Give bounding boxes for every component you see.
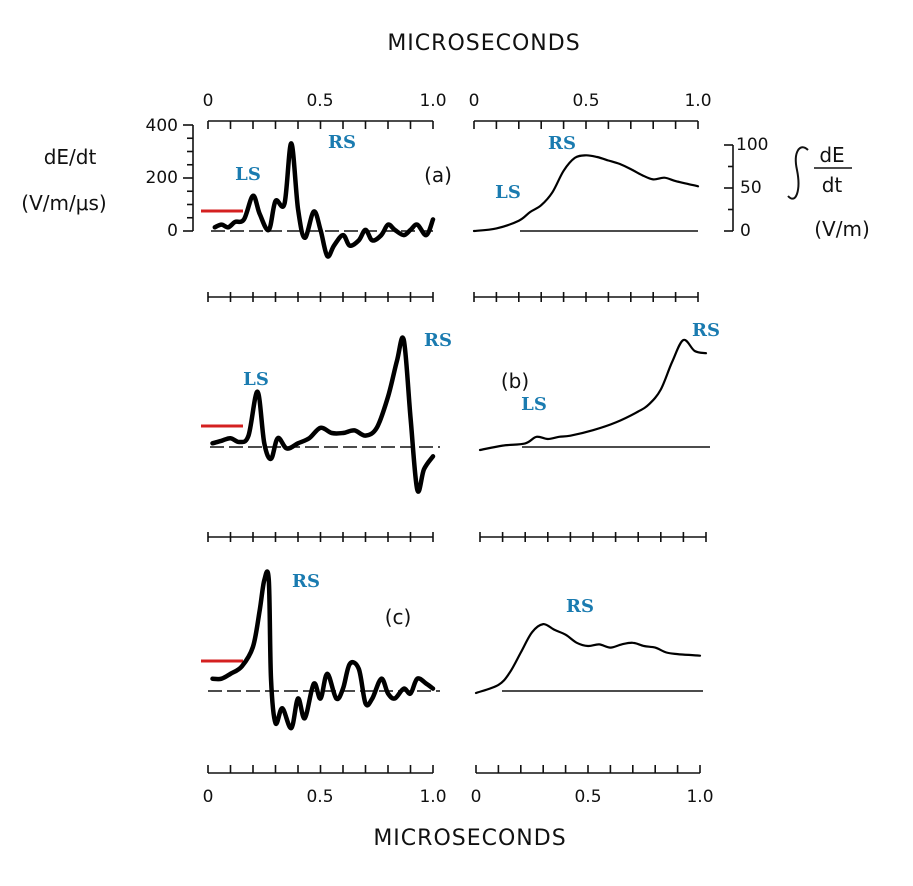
bottom-axis-title: MICROSECONDS bbox=[373, 826, 566, 851]
annotation-rs-a-left: RS bbox=[328, 132, 356, 153]
curves-layer bbox=[208, 141, 710, 731]
series-line bbox=[212, 141, 436, 259]
right-y-axis bbox=[724, 144, 734, 232]
integral-sign bbox=[787, 146, 809, 200]
top-axis-title: MICROSECONDS bbox=[387, 31, 580, 56]
series-line bbox=[210, 335, 436, 494]
annotation-rs-b-right: RS bbox=[692, 320, 720, 341]
right-ytick-0: 0 bbox=[740, 221, 751, 241]
annotation-rs-c-left: RS bbox=[292, 571, 320, 592]
series-b-integral bbox=[478, 338, 710, 452]
bottom-left-xtick-0: 0 bbox=[203, 787, 214, 807]
top-left-ruler bbox=[207, 120, 434, 129]
annotation-ls-b-right: LS bbox=[521, 394, 547, 415]
top-right-ruler bbox=[473, 120, 699, 129]
top-right-xtick-0: 0 bbox=[469, 91, 480, 111]
left-y-axis bbox=[183, 124, 194, 232]
left-ylabel-line2: (V/m/μs) bbox=[21, 191, 106, 215]
top-right-xtick-05: 0.5 bbox=[572, 91, 599, 111]
bottom-left-ruler bbox=[207, 765, 434, 774]
series-c-integral bbox=[474, 622, 703, 695]
series-a-integral bbox=[472, 154, 700, 233]
right-ylabel-unit: (V/m) bbox=[814, 217, 870, 241]
bottom-right-xtick-10: 1.0 bbox=[686, 787, 713, 807]
top-left-xtick-10: 1.0 bbox=[419, 91, 446, 111]
series-c-derivative bbox=[208, 569, 440, 731]
ruler-ab-left bbox=[207, 292, 434, 302]
top-left-xtick-0: 0 bbox=[203, 91, 214, 111]
ruler-bc-left bbox=[207, 532, 434, 542]
left-ylabel-line1: dE/dt bbox=[44, 145, 97, 169]
annotation-ls-a-right: LS bbox=[495, 182, 521, 203]
left-ytick-0: 0 bbox=[167, 221, 178, 241]
annotation-rs-c-right: RS bbox=[566, 596, 594, 617]
bottom-left-xtick-05: 0.5 bbox=[306, 787, 333, 807]
left-ytick-400: 400 bbox=[146, 116, 178, 136]
annotation-rs-a-right: RS bbox=[548, 133, 576, 154]
series-line bbox=[474, 622, 702, 695]
panel-label-a: (a) bbox=[424, 163, 452, 187]
bottom-right-xtick-0: 0 bbox=[471, 787, 482, 807]
left-ytick-200: 200 bbox=[146, 168, 178, 188]
panel-label-c: (c) bbox=[385, 605, 412, 629]
ruler-ab-right bbox=[473, 292, 699, 302]
top-left-xtick-05: 0.5 bbox=[306, 91, 333, 111]
axes-layer bbox=[183, 120, 734, 774]
series-b-derivative bbox=[210, 335, 440, 494]
annotation-ls-b-left: LS bbox=[243, 369, 269, 390]
panel-label-b: (b) bbox=[501, 369, 529, 393]
right-ytick-100: 100 bbox=[736, 135, 768, 155]
right-ylabel-denominator: dt bbox=[822, 173, 843, 197]
annotation-ls-a-left: LS bbox=[235, 164, 261, 185]
top-right-xtick-10: 1.0 bbox=[684, 91, 711, 111]
ruler-bc-right bbox=[479, 532, 707, 542]
bottom-right-ruler bbox=[475, 765, 701, 774]
right-ylabel-numerator: dE bbox=[819, 143, 844, 167]
annotation-rs-b-left: RS bbox=[424, 330, 452, 351]
bottom-right-xtick-05: 0.5 bbox=[574, 787, 601, 807]
right-ytick-50: 50 bbox=[740, 178, 762, 198]
series-a-derivative bbox=[211, 141, 436, 259]
series-line bbox=[210, 569, 436, 731]
series-line bbox=[472, 154, 700, 233]
bottom-left-xtick-10: 1.0 bbox=[419, 787, 446, 807]
series-line bbox=[478, 338, 708, 452]
